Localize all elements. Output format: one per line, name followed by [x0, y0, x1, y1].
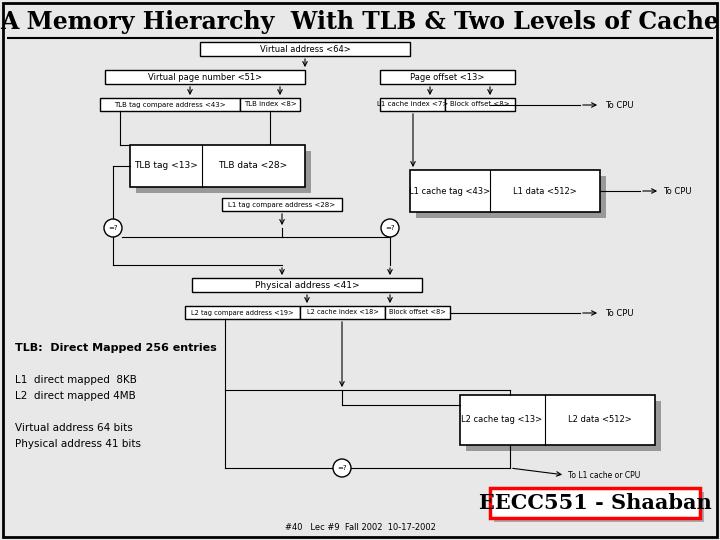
Bar — [380, 98, 445, 111]
Text: Virtual address 64 bits: Virtual address 64 bits — [15, 423, 132, 433]
Text: To CPU: To CPU — [605, 308, 634, 318]
Text: L1 cache index <7>: L1 cache index <7> — [377, 102, 448, 107]
Text: Virtual page number <51>: Virtual page number <51> — [148, 72, 262, 82]
Text: Physical address <41>: Physical address <41> — [255, 280, 359, 289]
Bar — [380, 70, 515, 84]
Bar — [105, 70, 305, 84]
Bar — [240, 98, 300, 111]
Text: Page offset <13>: Page offset <13> — [410, 72, 485, 82]
Text: Physical address 41 bits: Physical address 41 bits — [15, 439, 141, 449]
Bar — [410, 170, 600, 212]
Text: L2 data <512>: L2 data <512> — [568, 415, 632, 424]
Bar — [385, 306, 450, 319]
Text: TLB tag compare address <43>: TLB tag compare address <43> — [114, 102, 226, 107]
Text: To CPU: To CPU — [663, 186, 691, 195]
Text: TLB data <28>: TLB data <28> — [218, 161, 287, 171]
Text: L1 cache tag <43>: L1 cache tag <43> — [410, 186, 490, 195]
Text: TLB tag <13>: TLB tag <13> — [134, 161, 198, 171]
Text: EECC551 - Shaaban: EECC551 - Shaaban — [479, 493, 711, 513]
Text: =?: =? — [385, 225, 395, 231]
Text: TLB index <8>: TLB index <8> — [243, 102, 297, 107]
Circle shape — [381, 219, 399, 237]
Bar — [460, 395, 655, 445]
Bar — [100, 98, 240, 111]
Bar — [416, 176, 606, 218]
Bar — [200, 42, 410, 56]
Text: L2 cache tag <13>: L2 cache tag <13> — [462, 415, 543, 424]
Bar — [445, 98, 515, 111]
Text: Block offset <8>: Block offset <8> — [389, 309, 446, 315]
Bar — [300, 306, 385, 319]
Bar — [185, 306, 300, 319]
Bar — [192, 278, 422, 292]
Text: L2  direct mapped 4MB: L2 direct mapped 4MB — [15, 391, 136, 401]
Bar — [466, 401, 661, 451]
Text: To L1 cache or CPU: To L1 cache or CPU — [568, 470, 640, 480]
Bar — [494, 492, 704, 522]
Bar — [490, 488, 700, 518]
Text: L2 cache index <18>: L2 cache index <18> — [307, 309, 379, 315]
Text: #40   Lec #9  Fall 2002  10-17-2002: #40 Lec #9 Fall 2002 10-17-2002 — [284, 523, 436, 532]
Text: TLB:  Direct Mapped 256 entries: TLB: Direct Mapped 256 entries — [15, 343, 217, 353]
Text: A Memory Hierarchy  With TLB & Two Levels of Cache: A Memory Hierarchy With TLB & Two Levels… — [1, 10, 719, 34]
Bar — [130, 145, 305, 187]
Text: L1 tag compare address <28>: L1 tag compare address <28> — [228, 201, 336, 207]
Text: Block offset <8>: Block offset <8> — [450, 102, 510, 107]
Text: =?: =? — [108, 225, 118, 231]
Bar — [222, 198, 342, 211]
Circle shape — [104, 219, 122, 237]
Text: L2 tag compare address <19>: L2 tag compare address <19> — [192, 309, 294, 315]
Text: Virtual address <64>: Virtual address <64> — [260, 44, 351, 53]
Text: To CPU: To CPU — [605, 100, 634, 110]
Text: =?: =? — [337, 465, 347, 471]
Text: L1 data <512>: L1 data <512> — [513, 186, 577, 195]
Bar — [136, 151, 311, 193]
Text: L1  direct mapped  8KB: L1 direct mapped 8KB — [15, 375, 137, 385]
Circle shape — [333, 459, 351, 477]
